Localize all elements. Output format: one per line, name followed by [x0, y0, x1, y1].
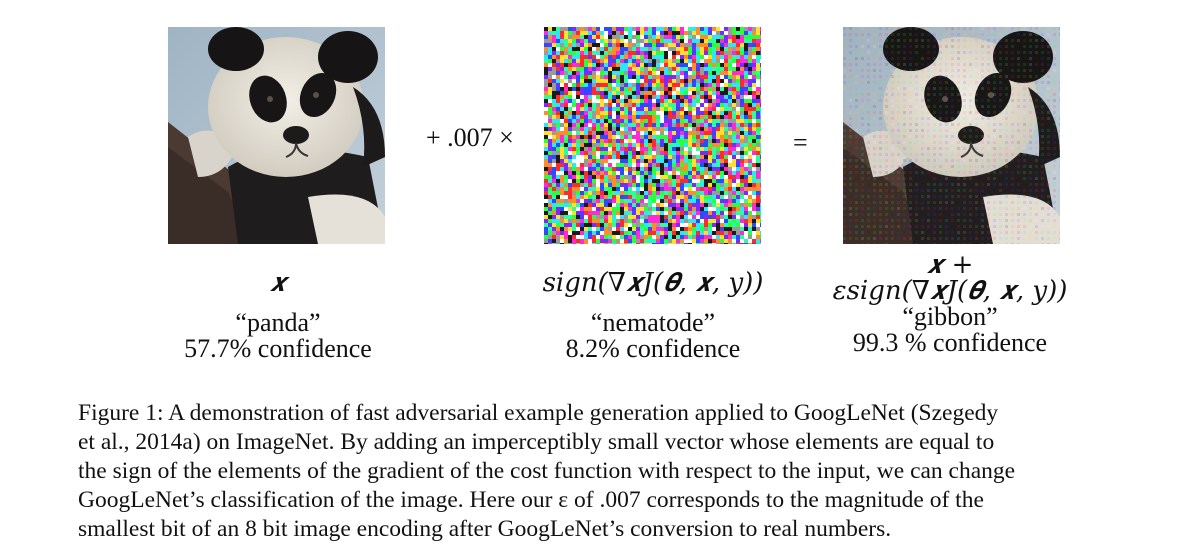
caption-line: Figure 1: A demonstration of fast advers…: [78, 400, 999, 426]
perturbation-confidence: 8.2% confidence: [565, 334, 741, 363]
equals-operator: =: [793, 128, 808, 157]
adversarial-math-line1: 𝒙 +: [926, 250, 974, 280]
adversarial-class-label: “gibbon”: [902, 302, 998, 331]
caption-line: GoogLeNet’s classification of the image.…: [78, 487, 984, 513]
perturbation-noise-image: [544, 27, 761, 244]
adversarial-panda-image: [843, 27, 1060, 244]
perturbation-math-label: sign(∇𝒙J(𝜽, 𝒙, y)): [542, 268, 764, 298]
noise-pattern: [544, 27, 761, 244]
caption-line: the sign of the elements of the gradient…: [78, 458, 1016, 484]
adversarial-math-line2: εsign(∇𝒙J(𝜽, 𝒙, y)): [832, 276, 1068, 306]
perturbation-panel-caption: sign(∇𝒙J(𝜽, 𝒙, y)) “nematode” 8.2% confi…: [498, 270, 808, 362]
panda-photo: [168, 27, 385, 244]
perturbation-class-label: “nematode”: [590, 308, 716, 337]
caption-line: et al., 2014a) on ImageNet. By adding an…: [78, 429, 995, 455]
plus-scale-operator: + .007 ×: [426, 123, 514, 152]
original-class-label: “panda”: [235, 308, 321, 337]
adversarial-panel-caption: 𝒙 + εsign(∇𝒙J(𝜽, 𝒙, y)) “gibbon” 99.3 % …: [800, 252, 1100, 356]
caption-line: smallest bit of an 8 bit image encoding …: [78, 516, 892, 542]
panda-image: [168, 27, 385, 244]
original-panel-caption: 𝒙 “panda” 57.7% confidence: [128, 270, 428, 362]
adversarial-confidence: 99.3 % confidence: [852, 328, 1048, 357]
original-math-label: 𝒙: [269, 268, 287, 298]
figure-caption: Figure 1: A demonstration of fast advers…: [78, 399, 1148, 544]
original-confidence: 57.7% confidence: [184, 334, 372, 363]
adversarial-panda-photo: [843, 27, 1060, 244]
